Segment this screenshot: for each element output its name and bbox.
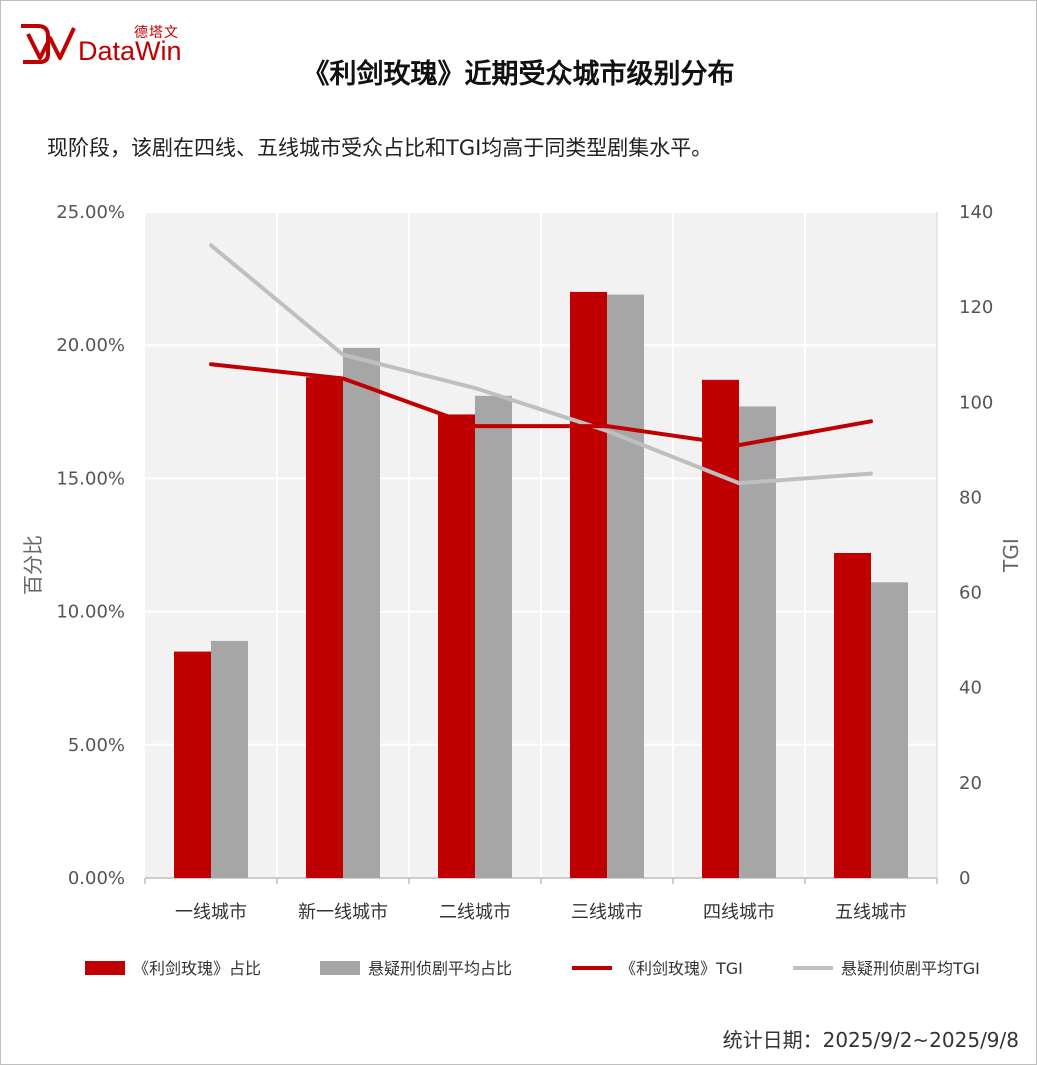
chart-svg: 0.00% 5.00% 10.00% 15.00% 20.00% 25.00% 0 20 40 6…: [21, 202, 1023, 978]
x-category-label: 一线城市: [175, 902, 247, 923]
y-left-tick-label: 5.00%: [68, 735, 125, 756]
y-right-tick-label: 60: [959, 583, 982, 604]
bar-show: [438, 414, 475, 878]
bar-genre-avg: [475, 395, 512, 878]
stat-date: 统计日期：2025/9/2~2025/9/8: [722, 1028, 1019, 1052]
legend-swatch-bar: [320, 961, 360, 975]
y-left-tick-label: 20.00%: [56, 335, 125, 356]
chart-subtitle: 现阶段，该剧在四线、五线城市受众占比和TGI均高于同类型剧集水平。: [47, 136, 713, 160]
legend-label: 悬疑刑侦剧平均TGI: [841, 959, 980, 978]
bar-genre-avg: [607, 294, 644, 879]
bar-genre-avg: [739, 406, 776, 878]
bar-show: [174, 651, 211, 878]
y-right-tick-label: 0: [959, 868, 970, 889]
y-right-tick-label: 140: [959, 202, 993, 223]
bar-genre-avg: [211, 640, 248, 878]
y-right-tick-label: 100: [959, 392, 993, 413]
bar-genre-avg: [343, 347, 380, 878]
legend-label: 《利剑玫瑰》TGI: [620, 959, 743, 978]
bar-show: [834, 552, 871, 878]
y-right-tick-label: 20: [959, 773, 982, 794]
x-category-label: 五线城市: [835, 902, 907, 923]
bar-show: [702, 379, 739, 878]
logo-name-en: DataWin: [78, 36, 182, 66]
x-category-label: 三线城市: [571, 902, 643, 923]
y-left-axis-title: 百分比: [21, 535, 45, 595]
y-right-tick-label: 120: [959, 297, 993, 318]
y-left-tick-label: 25.00%: [56, 202, 125, 223]
line-show-tgi: [209, 362, 873, 448]
legend-label: 《利剑玫瑰》占比: [133, 959, 261, 978]
bar-show: [570, 291, 607, 878]
bar-show: [306, 377, 343, 878]
bar-genre-avg: [871, 582, 908, 878]
x-category-label: 四线城市: [703, 902, 775, 923]
datawin-logo: [18, 20, 193, 68]
x-category-label: 二线城市: [439, 902, 511, 923]
x-category-label: 新一线城市: [298, 902, 388, 923]
y-right-tick-label: 80: [959, 487, 982, 508]
y-left-tick-label: 10.00%: [56, 602, 125, 623]
legend-label: 悬疑刑侦剧平均占比: [368, 959, 512, 978]
chart-title: 《利剑玫瑰》近期受众城市级别分布: [302, 59, 735, 90]
y-right-tick-label: 40: [959, 678, 982, 699]
logo-name-cn: 德塔文: [134, 25, 179, 41]
y-left-tick-label: 15.00%: [56, 468, 125, 489]
y-right-axis-title: TGI: [999, 538, 1023, 573]
line-genre-avg-tgi: [209, 243, 873, 486]
y-left-tick-label: 0.00%: [68, 868, 125, 889]
datawin-logo-mark: [21, 24, 76, 64]
legend-swatch-bar: [85, 961, 125, 975]
